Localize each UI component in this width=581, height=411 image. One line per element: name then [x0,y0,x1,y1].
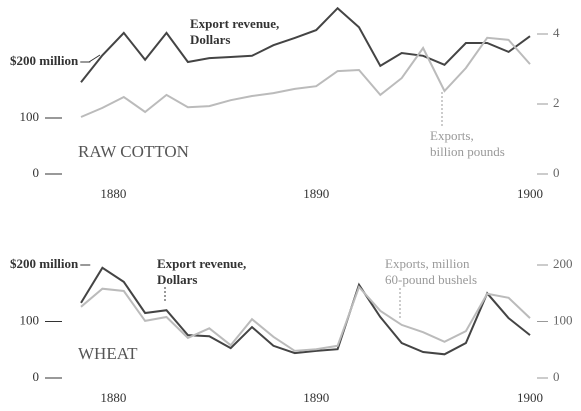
annotation: Export revenue, [157,256,246,271]
x-tick-label: 1900 [517,390,543,405]
leader [88,54,101,63]
series-line [80,266,531,356]
series-line [80,6,531,83]
y-tick-label: $200 million [10,53,79,68]
annotation: Dollars [190,32,230,47]
annotation: Dollars [157,272,197,287]
annotation: 60-pound bushels [385,272,477,287]
panel-title: WHEAT [78,344,138,363]
y-tick-label: 0 [33,165,40,180]
y-tick-label: 100 [20,109,40,124]
x-tick-label: 1880 [100,186,126,201]
y-tick-label: 100 [20,312,40,327]
y2-tick-label: 100 [553,312,573,327]
y2-tick-label: 2 [553,95,560,110]
annotation: Exports, million [385,256,470,271]
x-tick-label: 1880 [100,390,126,405]
y2-tick-label: 4 [553,25,560,40]
annotation: Export revenue, [190,16,279,31]
series-line [80,36,531,118]
y-tick-label: $200 million [10,256,79,271]
annotation: Exports, [430,128,474,143]
series-line [80,285,531,352]
x-tick-label: 1890 [303,390,329,405]
y2-tick-label: 0 [553,369,560,384]
y-tick-label: 0 [33,369,40,384]
annotation: billion pounds [430,144,505,159]
x-tick-label: 1890 [303,186,329,201]
panel-title: RAW COTTON [78,142,189,161]
x-tick-label: 1900 [517,186,543,201]
y2-tick-label: 200 [553,256,573,271]
y2-tick-label: 0 [553,165,560,180]
